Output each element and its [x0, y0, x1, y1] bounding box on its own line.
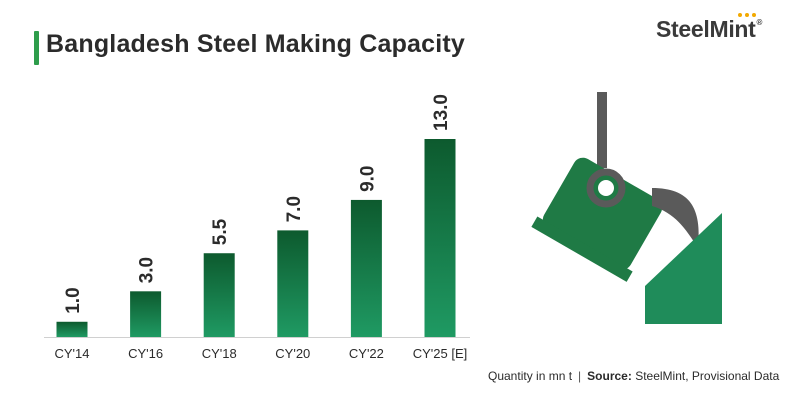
pour-stream: [652, 188, 699, 248]
x-tick-label: CY'22: [349, 346, 384, 361]
x-tick-label: CY'16: [128, 346, 163, 361]
x-tick-label: CY'18: [202, 346, 237, 361]
x-tick-label: CY'20: [275, 346, 310, 361]
ladle-rim: [531, 216, 633, 282]
logo-text: SteelMint: [656, 16, 756, 42]
data-label: 3.0: [137, 257, 158, 283]
bar: [277, 230, 309, 337]
x-tick-label: CY'25 [E]: [413, 346, 468, 361]
data-label: 1.0: [63, 287, 84, 313]
hook-chain: [597, 92, 607, 142]
ladle-ring: [586, 168, 626, 208]
ladle-pouring-icon: [531, 92, 722, 324]
logo-dot: [745, 13, 749, 17]
ladle-ring-inner: [598, 180, 614, 196]
footer-separator: |: [578, 369, 582, 383]
unit-note: Quantity in mn t: [488, 369, 573, 383]
bar: [424, 139, 456, 337]
title-accent-bar: [34, 31, 39, 65]
source-text: SteelMint, Provisional Data: [635, 369, 780, 383]
bar: [56, 321, 88, 337]
source-label: Source:: [587, 369, 632, 383]
x-tick-label: CY'14: [54, 346, 89, 361]
mold-shape: [645, 213, 722, 324]
bar: [203, 253, 235, 337]
data-label: 7.0: [284, 196, 305, 222]
data-label: 13.0: [431, 94, 452, 131]
data-label: 5.5: [210, 218, 231, 245]
data-label: 9.0: [357, 166, 378, 192]
logo-dot: [738, 13, 742, 17]
logo-dot: [752, 13, 756, 17]
bar: [350, 199, 382, 337]
steelmint-logo: SteelMint®: [656, 13, 763, 43]
registered-mark: ®: [756, 18, 763, 27]
page-title: Bangladesh Steel Making Capacity: [46, 30, 466, 58]
bar: [130, 291, 162, 337]
chart-footer: Quantity in mn t | Source: SteelMint, Prov…: [488, 369, 779, 383]
